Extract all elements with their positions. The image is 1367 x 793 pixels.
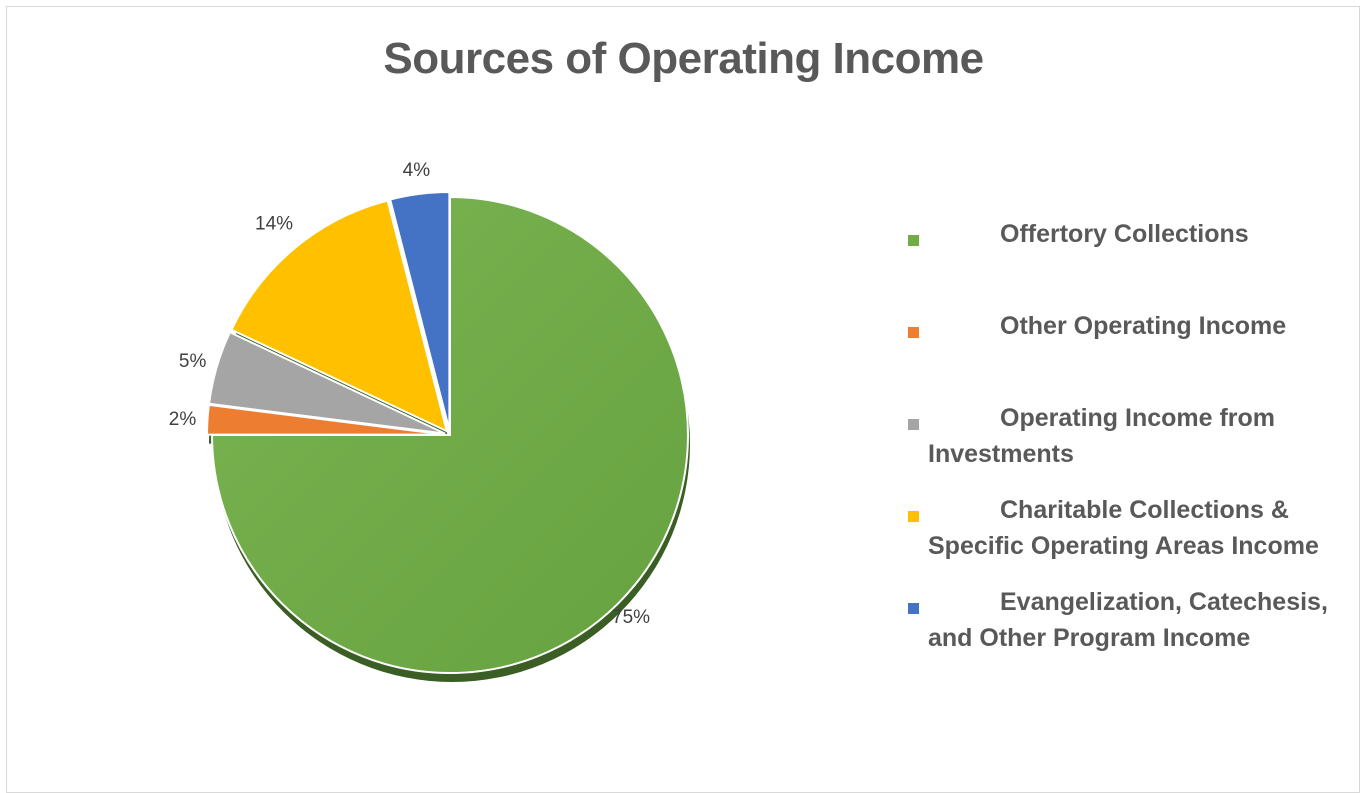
legend-item-other-operating-income: Other Operating Income — [900, 308, 1360, 400]
data-label-operating-income-from-investments: 5% — [179, 351, 207, 372]
legend-label: Other Operating Income — [1000, 312, 1287, 340]
data-label-other-operating-income: 2% — [169, 409, 197, 430]
legend: Offertory Collections Other Operating In… — [900, 216, 1360, 676]
legend-label: Operating Income from Investments — [928, 404, 1276, 468]
legend-swatch — [908, 327, 919, 338]
pie-slice-other-operating-income — [206, 403, 446, 436]
pie-slices — [206, 191, 689, 674]
legend-swatch — [908, 511, 919, 522]
legend-item-offertory-collections: Offertory Collections — [900, 216, 1360, 308]
legend-item-charitable-collections: Charitable Collections & Specific Operat… — [900, 492, 1360, 584]
pie-slice-offertory-collections — [210, 195, 689, 674]
legend-swatch — [908, 603, 919, 614]
legend-label: Evangelization, Catechesis, and Other Pr… — [928, 588, 1328, 652]
legend-item-evangelization-catechesis: Evangelization, Catechesis, and Other Pr… — [900, 584, 1360, 676]
data-label-evangelization-catechesis-and-other-program-income: 4% — [403, 160, 431, 181]
pie-slice-evangelization-catechesis-and-other-program-income — [388, 191, 451, 431]
chart-title: Sources of Operating Income — [383, 34, 984, 83]
pie-data-labels: 75% 2% 5% 14% 4% — [169, 160, 650, 628]
legend-label: Charitable Collections & Specific Operat… — [928, 496, 1319, 560]
data-label-charitable-collections-specific-operating-areas-income: 14% — [255, 213, 293, 234]
legend-label: Offertory Collections — [1000, 220, 1249, 248]
pie-slice-charitable-collections-specific-operating-areas-income — [230, 199, 449, 433]
data-label-offertory-collections: 75% — [612, 607, 650, 628]
pie-slice-operating-income-from-investments — [207, 330, 446, 435]
legend-swatch — [908, 419, 919, 430]
legend-swatch — [908, 235, 919, 246]
legend-item-operating-income-from-investments: Operating Income from Investments — [900, 400, 1360, 492]
